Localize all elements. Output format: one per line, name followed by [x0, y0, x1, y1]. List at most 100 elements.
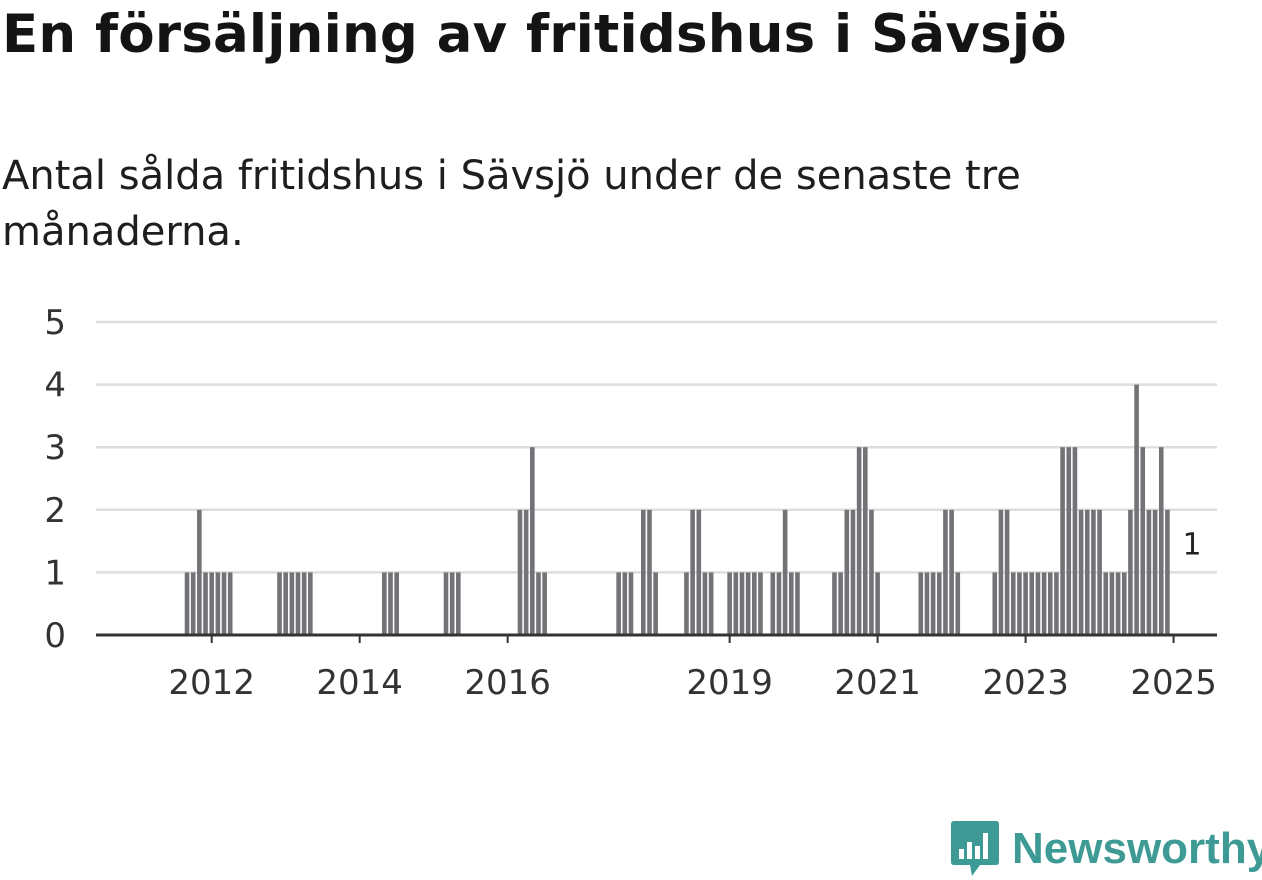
bar: [641, 509, 646, 635]
bar: [690, 509, 695, 635]
y-tick-label: 0: [44, 616, 66, 656]
bar: [788, 572, 794, 635]
bar: [992, 572, 998, 635]
bar: [456, 572, 461, 635]
bar: [1146, 509, 1152, 635]
bar: [1054, 572, 1059, 635]
bar: [844, 509, 850, 635]
bar: [628, 572, 634, 635]
bar: [301, 572, 307, 635]
bar: [647, 509, 652, 635]
bar: [1084, 509, 1090, 635]
bar: [955, 572, 961, 635]
logo-bar-4: [983, 833, 988, 859]
bar: [918, 572, 924, 635]
bar: [998, 509, 1004, 635]
y-tick-label: 2: [44, 491, 66, 531]
x-tick-label: 2021: [834, 663, 921, 703]
bar: [696, 509, 702, 635]
bar: [209, 572, 214, 635]
bar: [875, 572, 880, 635]
bar: [943, 509, 948, 635]
y-tick-label: 4: [44, 366, 66, 406]
bar: [924, 572, 930, 635]
bar: [1072, 447, 1078, 635]
bar: [449, 572, 455, 635]
bar: [869, 509, 874, 635]
chart-subtitle: Antal sålda fritidshus i Sävsjö under de…: [2, 153, 1021, 255]
bar: [751, 572, 757, 635]
logo-bar-3: [975, 846, 980, 859]
x-tick-label: 2014: [316, 663, 403, 703]
bar: [542, 572, 547, 635]
bar: [708, 572, 714, 635]
bar: [862, 447, 868, 635]
brand-name: Newsworthy: [1012, 824, 1262, 873]
logo-bar-1: [959, 849, 964, 859]
bar: [684, 572, 689, 635]
bar: [1103, 572, 1109, 635]
brand-logo: Newsworthy: [950, 818, 1262, 880]
bar: [523, 509, 529, 635]
bar: [443, 572, 449, 635]
logo-bar-2: [967, 842, 972, 859]
bar: [530, 447, 535, 635]
bar: [283, 572, 288, 635]
bar: [622, 572, 628, 635]
bar: [770, 572, 776, 635]
bar: [227, 572, 233, 635]
bar: [930, 572, 936, 635]
bar: [856, 447, 862, 635]
bar: [394, 572, 399, 635]
chart-title: En försäljning av fritidshus i Sävsjö: [2, 4, 1067, 65]
bar: [190, 572, 196, 635]
x-tick-label: 2012: [168, 663, 255, 703]
bar: [949, 509, 954, 635]
bar: [289, 572, 295, 635]
x-tick-label: 2025: [1130, 663, 1217, 703]
bar: [1078, 509, 1084, 635]
bar: [1023, 572, 1028, 635]
bar-chart: 0 1 2 3 4 5 1 2012 2014 2016 2019 2021 2023 2025: [44, 303, 1217, 703]
bar: [1004, 509, 1010, 635]
bar: [758, 572, 763, 635]
bar: [1097, 509, 1102, 635]
bar: [850, 509, 856, 635]
bar: [1017, 572, 1022, 635]
bar: [308, 572, 313, 635]
bar-chart-logo-icon: [951, 821, 999, 876]
bar: [277, 572, 282, 635]
bar: [1140, 447, 1146, 635]
bar: [1047, 572, 1053, 635]
y-tick-label: 5: [44, 303, 66, 343]
bar: [203, 572, 208, 635]
bar: [1029, 572, 1035, 635]
data-label: 1: [1183, 527, 1202, 562]
bar: [702, 572, 708, 635]
bar: [1115, 572, 1121, 635]
bar: [536, 572, 541, 635]
bar: [388, 572, 393, 635]
bar: [197, 509, 202, 635]
x-tick-label: 2023: [982, 663, 1069, 703]
bar: [382, 572, 387, 635]
bar: [517, 509, 523, 635]
bar: [184, 572, 190, 635]
bar: [653, 572, 658, 635]
bar: [1035, 572, 1041, 635]
bar: [733, 572, 739, 635]
bar: [616, 572, 621, 635]
bar: [795, 572, 800, 635]
bar: [1158, 447, 1164, 635]
bar: [739, 572, 745, 635]
bar: [1128, 509, 1133, 635]
bar: [782, 509, 788, 635]
bar: [936, 572, 942, 635]
y-tick-label: 1: [44, 553, 66, 593]
bar: [1165, 509, 1170, 635]
bar: [1152, 509, 1158, 635]
bar: [1066, 447, 1072, 635]
bar: [1109, 572, 1115, 635]
x-tick-label: 2016: [464, 663, 551, 703]
bar: [215, 572, 221, 635]
